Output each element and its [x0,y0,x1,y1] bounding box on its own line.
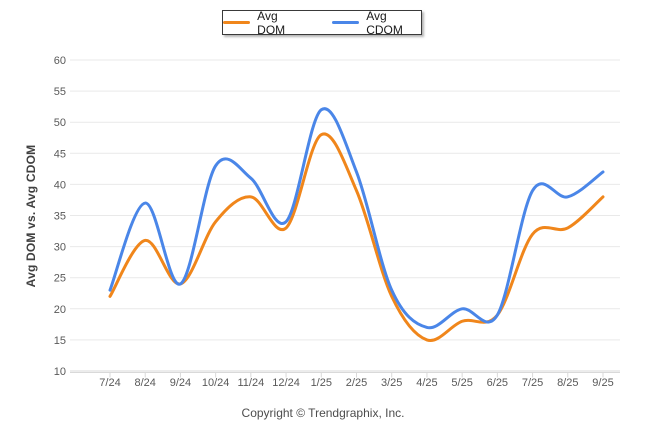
legend-item-avg-dom: Avg DOM [223,9,304,37]
avg-dom-line [108,132,605,342]
avg-cdom-line-swatch [332,21,360,24]
legend-item-avg-cdom: Avg CDOM [332,9,421,37]
avg-dom-line-swatch [223,21,251,24]
y-tick-label: 40 [54,179,66,191]
x-tick-label: 1/25 [311,377,332,389]
x-tick-label: 9/24 [170,377,191,389]
chart-legend: Avg DOM Avg CDOM [222,9,422,37]
legend-label-avg-dom: Avg DOM [257,8,286,37]
x-tick-label: 8/25 [557,377,578,389]
x-tick-label: 12/24 [272,377,300,389]
x-tick-label: 7/24 [99,377,120,389]
avg-cdom-line [108,107,605,330]
y-tick-label: 30 [54,242,66,254]
x-tick-label: 4/25 [416,377,437,389]
y-tick-label: 50 [54,117,66,129]
y-tick-label: 55 [54,86,66,98]
y-tick-label: 15 [54,335,66,347]
y-tick-label: 25 [54,273,66,285]
x-tick-label: 8/24 [135,377,156,389]
y-tick-label: 35 [54,211,66,223]
x-tick-label: 2/25 [346,377,367,389]
legend-label-avg-cdom: Avg CDOM [366,8,403,37]
y-tick-label: 10 [54,366,66,378]
x-tick-label: 7/25 [522,377,543,389]
y-tick-label: 45 [54,148,66,160]
x-tick-label: 6/25 [487,377,508,389]
copyright-text: Copyright © Trendgraphix, Inc. [241,406,405,420]
x-tick-label: 10/24 [202,377,230,389]
x-tick-label: 11/24 [237,377,264,389]
y-tick-label: 20 [54,304,66,316]
x-tick-label: 3/25 [381,377,402,389]
x-tick-label: 5/25 [451,377,472,389]
x-tick-label: 9/25 [592,377,613,389]
y-tick-label: 60 [54,55,66,67]
